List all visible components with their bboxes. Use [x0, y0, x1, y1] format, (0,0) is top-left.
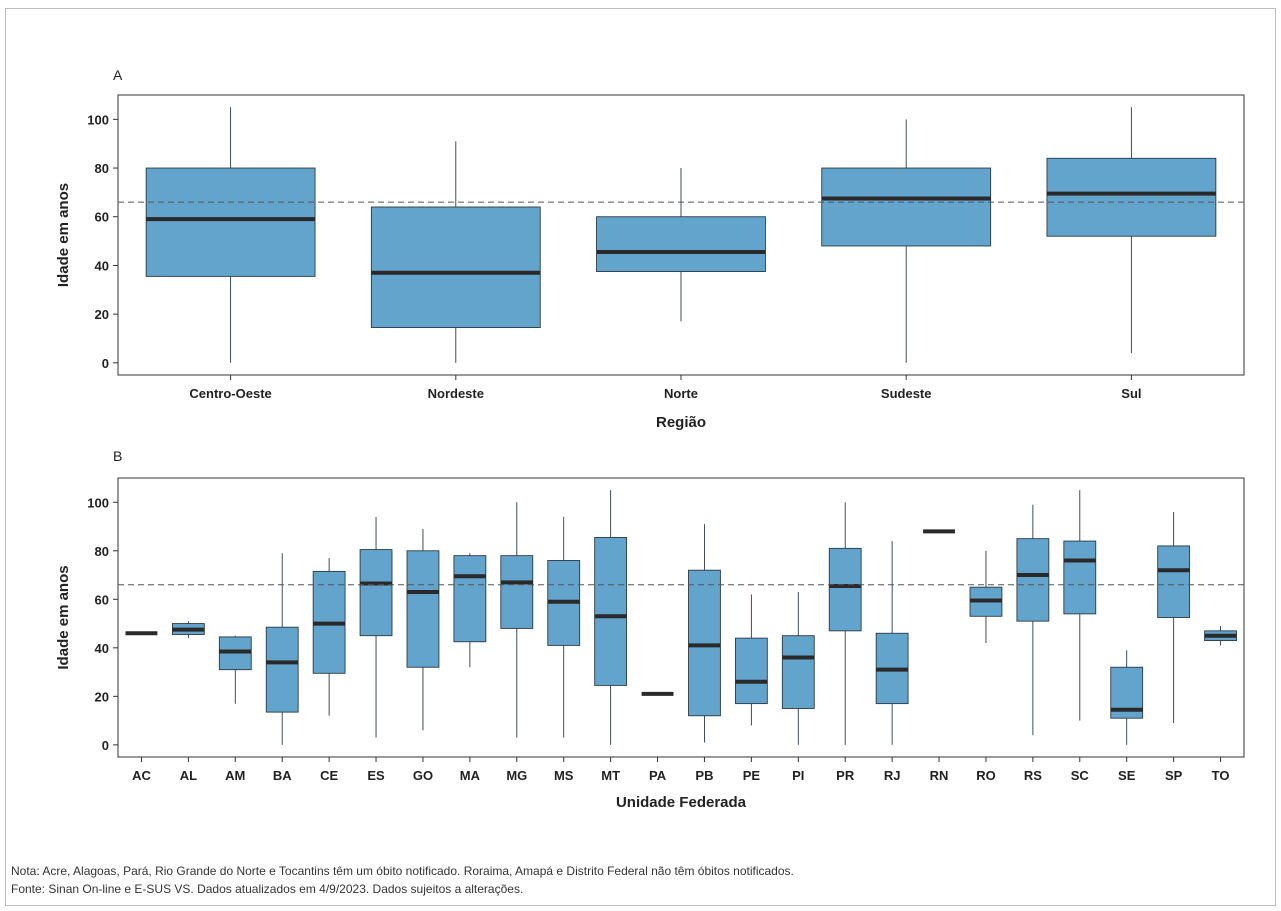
x-tick-label: PA [649, 768, 667, 783]
plot-area [117, 477, 1245, 758]
iqr-box [781, 635, 815, 709]
x-tick-label: RN [930, 768, 949, 783]
y-axis-label: Idade em anos [55, 565, 72, 669]
note-text: Nota: Acre, Alagoas, Pará, Rio Grande do… [11, 864, 794, 878]
x-tick-label: PI [792, 768, 804, 783]
panel-label: A [113, 67, 123, 83]
x-tick-label: Sul [1121, 386, 1141, 401]
x-tick-label: MS [554, 768, 574, 783]
x-tick-label: PR [836, 768, 855, 783]
iqr-box [359, 549, 393, 637]
iqr-box [265, 626, 299, 713]
y-tick-label: 40 [95, 258, 109, 273]
figure-notes: Nota: Acre, Alagoas, Pará, Rio Grande do… [11, 862, 794, 898]
y-tick-label: 20 [95, 307, 109, 322]
y-axis-label: Idade em anos [55, 183, 72, 287]
box-rj [875, 541, 909, 745]
y-tick-label: 0 [102, 356, 109, 371]
y-tick-label: 100 [87, 112, 109, 127]
box-es [359, 516, 393, 738]
x-tick-label: Norte [664, 386, 698, 401]
x-tick-label: BA [273, 768, 292, 783]
x-tick-label: SE [1118, 768, 1136, 783]
x-tick-label: AL [180, 768, 197, 783]
x-tick-label: SP [1165, 768, 1183, 783]
box-centro-oeste [145, 107, 316, 363]
x-tick-label: Nordeste [428, 386, 484, 401]
x-axis-label: Região [656, 414, 706, 431]
x-tick-label: Sudeste [881, 386, 932, 401]
iqr-box [828, 547, 862, 632]
box-pe [734, 594, 768, 726]
box-to [1204, 625, 1237, 646]
iqr-box [145, 167, 316, 277]
box-mt [594, 490, 628, 745]
y-tick-label: 80 [95, 161, 109, 176]
panel-b: B 0 20 40 60 80 100 AC AL AM BA CE ES GO MA MG MS MT PA PB P… [55, 448, 1245, 811]
iqr-box [406, 550, 440, 668]
box-se [1110, 650, 1144, 745]
x-tick-label: GO [413, 768, 433, 783]
box-mg [500, 502, 534, 738]
x-tick-label: MT [601, 768, 620, 783]
box-sc [1063, 490, 1097, 721]
x-tick-label: PB [695, 768, 713, 783]
iqr-box [594, 536, 628, 686]
iqr-box [1157, 545, 1191, 618]
y-tick-label: 80 [95, 544, 109, 559]
box-ba [265, 553, 299, 745]
iqr-box [453, 555, 487, 643]
box-pi [781, 592, 815, 745]
y-tick-label: 100 [87, 495, 109, 510]
box-am [218, 635, 252, 704]
box-ma [453, 553, 487, 668]
box-ce [312, 558, 346, 716]
iqr-box [596, 216, 766, 272]
panel-label: B [113, 448, 122, 464]
box-ro [969, 550, 1003, 643]
x-tick-label: SC [1071, 768, 1090, 783]
box-al [171, 621, 205, 639]
x-tick-label: ES [367, 768, 385, 783]
x-tick-label: MG [506, 768, 527, 783]
panel-a: A 0 20 40 60 80 100 Centro-Oeste Nordeste Norte Su… [55, 67, 1245, 431]
iqr-box [734, 637, 768, 705]
x-tick-label: PE [743, 768, 761, 783]
box-rs [1016, 504, 1050, 736]
x-tick-label: Centro-Oeste [189, 386, 271, 401]
y-tick-label: 0 [102, 738, 109, 753]
box-pr [828, 502, 862, 745]
x-tick-label: RJ [884, 768, 901, 783]
box-sul [1046, 107, 1217, 354]
x-axis-label: Unidade Federada [616, 794, 747, 811]
box-nordeste [370, 141, 541, 363]
box-go [406, 528, 440, 731]
box-ms [547, 516, 581, 738]
x-tick-label: AM [225, 768, 245, 783]
box-norte [596, 168, 766, 322]
x-tick-label: CE [320, 768, 338, 783]
x-tick-label: RS [1024, 768, 1042, 783]
iqr-box [821, 167, 992, 247]
x-tick-label: RO [976, 768, 996, 783]
box-sp [1157, 511, 1191, 724]
y-tick-label: 60 [95, 592, 109, 607]
iqr-box [1046, 157, 1217, 237]
iqr-box [1016, 538, 1050, 622]
box-sudeste [821, 119, 992, 363]
iqr-box [500, 555, 534, 629]
x-tick-label: TO [1212, 768, 1230, 783]
x-tick-label: MA [460, 768, 481, 783]
box-pb [688, 524, 721, 743]
y-tick-label: 40 [95, 641, 109, 656]
source-text: Fonte: Sinan On-line e E-SUS VS. Dados a… [11, 882, 524, 896]
iqr-box [1063, 540, 1097, 615]
x-tick-label: AC [132, 768, 151, 783]
y-tick-label: 20 [95, 689, 109, 704]
iqr-box [688, 569, 721, 717]
iqr-box [370, 206, 541, 328]
y-tick-label: 60 [95, 210, 109, 225]
